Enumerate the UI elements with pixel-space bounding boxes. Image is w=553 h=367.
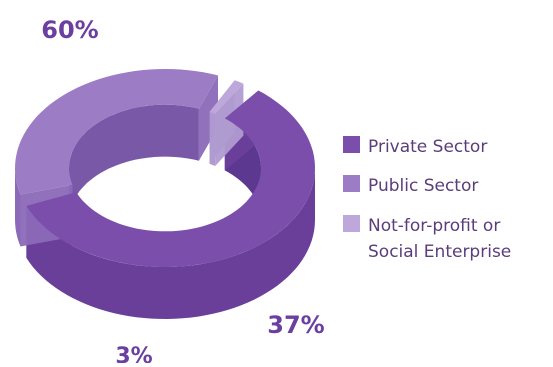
legend-label-public-sector: Public Sector [368, 176, 478, 196]
legend-label-not-for-profit-line2: Social Enterprise [368, 242, 511, 262]
data-labels: 60% 37% 3% [41, 16, 324, 367]
outer-wall-public-sector [15, 168, 21, 247]
legend-label-private-sector: Private Sector [368, 137, 487, 157]
legend-swatch-public-sector [343, 175, 360, 192]
slice-top-not-for-profit [209, 80, 244, 114]
donut-3d [15, 69, 316, 319]
data-label-private-sector: 60% [41, 16, 98, 44]
inner-wall-public-sector [69, 104, 199, 220]
cut-face-public-sector-end [198, 75, 218, 161]
legend-swatch-not-for-profit [343, 215, 360, 232]
data-label-not-for-profit: 3% [115, 344, 152, 363]
legend-label-not-for-profit: Not-for-profit or [368, 216, 500, 236]
cut-face-not-for-profit-end [215, 83, 244, 166]
data-label-public-sector: 37% [267, 311, 324, 339]
legend: Private Sector Public Sector Not-for-profi… [343, 136, 511, 262]
legend-swatch-private-sector [343, 136, 360, 153]
slice-top-private-sector [26, 90, 316, 267]
slice-top-public-sector [15, 69, 218, 195]
outer-wall-private-sector [26, 168, 316, 319]
